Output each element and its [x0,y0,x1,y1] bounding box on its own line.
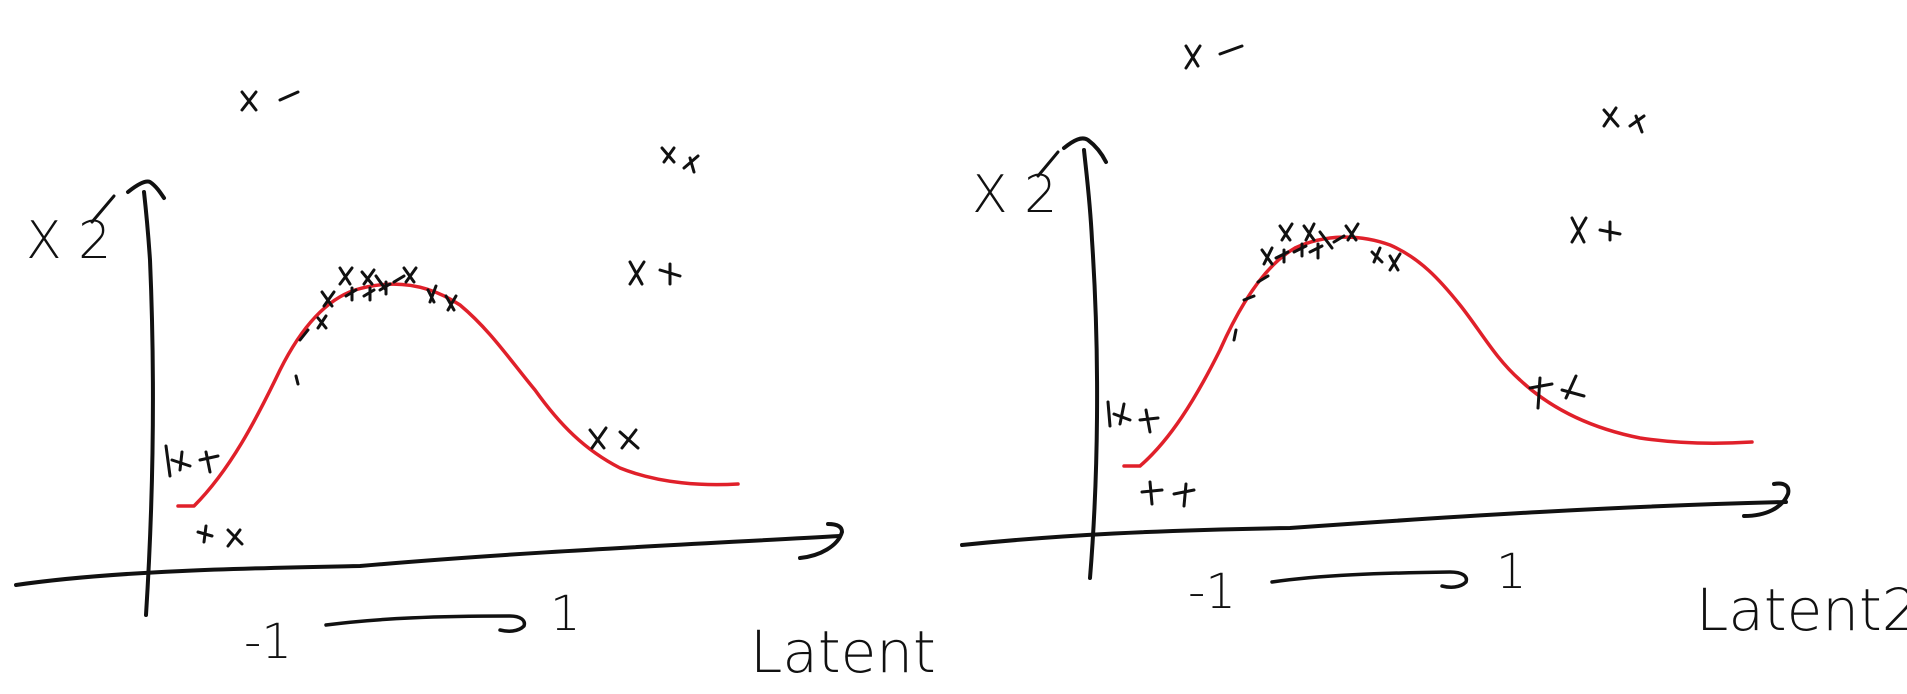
right-marker [1112,402,1132,426]
left-range-arrow [324,614,527,633]
right-marker [1628,114,1646,134]
left-marker [392,274,406,284]
left-marker [196,524,214,544]
left-marker [374,274,388,292]
right-marker [1242,294,1256,302]
left-marker [682,154,700,174]
right-range-start-label: -1 [1188,564,1236,620]
right-marker [1138,408,1160,434]
right-markers [1106,44,1646,508]
left-markers [164,90,700,548]
left-marker [444,294,458,312]
right-range-end-label: 1 [1496,544,1527,600]
left-marker [660,146,676,164]
right-marker [1274,248,1290,264]
right-marker [1388,252,1402,272]
left-marker [338,266,354,286]
right-x-axis-label: Latent2 [1696,576,1907,644]
right-marker [1318,230,1334,250]
left-marker [362,286,376,302]
left-marker [316,314,328,330]
left-y-label-tick [90,194,116,224]
left-marker [618,428,640,450]
right-marker [1302,222,1316,242]
left-marker [240,90,258,112]
right-marker [1106,400,1112,428]
right-marker [1370,246,1384,264]
left-x-axis-arrowhead [798,522,844,560]
left-y-axis-arrowhead [126,179,166,200]
left-marker [658,262,682,286]
left-marker [588,426,608,450]
right-marker [1140,480,1164,506]
left-marker [170,450,192,472]
left-marker [226,528,244,548]
left-x-axis-label: Latent [750,618,936,686]
left-marker [360,268,376,286]
right-y-axis-label: X 2 [972,165,1057,225]
right-marker [1172,482,1196,508]
right-marker [1308,242,1324,260]
left-marker [426,284,438,304]
right-y-label-tick [1036,150,1060,178]
right-marker [1332,234,1346,244]
right-panel: X 2 -1 1 Latent2 [960,44,1907,644]
left-marker [294,374,300,386]
right-marker [1278,222,1294,242]
right-marker [1232,328,1238,342]
right-marker [1218,44,1244,56]
right-marker [1256,274,1270,284]
right-x-axis [960,500,1788,547]
right-marker [1598,220,1622,242]
right-marker [1184,44,1202,70]
left-marker [298,328,310,342]
right-marker [1602,106,1620,128]
left-marker [164,444,172,478]
left-marker [198,450,220,474]
right-marker [1560,374,1586,400]
right-marker [1344,222,1360,242]
right-x-axis-arrowhead [1742,481,1791,518]
left-y-axis [142,190,155,617]
right-red-curve [1122,235,1754,468]
left-marker [344,286,358,302]
left-panel: X 2 -1 1 Latent [14,90,936,686]
right-range-arrow [1270,570,1469,589]
left-red-curve [176,282,740,508]
left-marker [628,260,646,286]
left-y-axis-label: X 2 [26,211,111,271]
left-marker [402,266,418,284]
right-y-axis [1082,148,1100,580]
left-x-axis [14,534,842,587]
right-y-axis-arrowhead [1062,136,1108,164]
right-marker [1528,376,1554,410]
right-marker [1292,242,1308,258]
left-marker [320,290,336,308]
left-range-end-label: 1 [550,586,581,642]
right-marker [1570,216,1588,244]
left-marker [278,90,300,102]
right-marker [1260,246,1274,266]
left-range-start-label: -1 [244,614,292,670]
